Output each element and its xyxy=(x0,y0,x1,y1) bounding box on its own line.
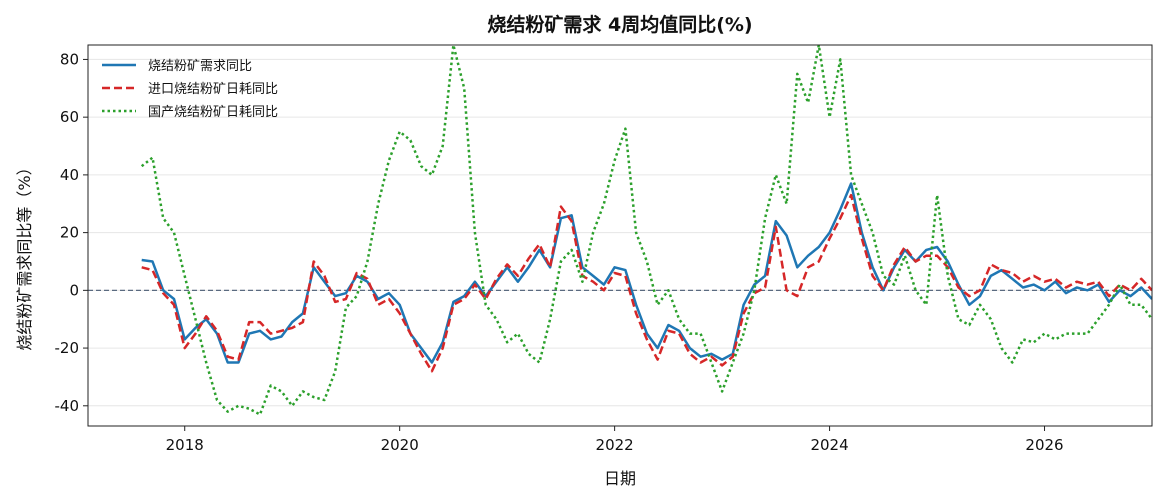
y-tick-label: 60 xyxy=(60,108,79,126)
series-group xyxy=(140,45,1152,416)
x-tick-label: 2024 xyxy=(810,436,848,454)
y-tick-label: 80 xyxy=(60,50,79,68)
plot-layer xyxy=(140,45,1152,416)
series-line-2 xyxy=(140,45,1152,416)
x-tick-label: 2022 xyxy=(596,436,634,454)
axis-layer: -40 -20 0 20 40 60 80 2018 2020 2022 2024 2026 xyxy=(55,44,1153,454)
series-line-0 xyxy=(141,182,1152,364)
legend-label-2: 国产烧结粉矿日耗同比 xyxy=(148,105,278,120)
x-axis-title: 日期 xyxy=(604,469,636,488)
y-tick-label: -20 xyxy=(55,339,80,357)
y-tick-label: 0 xyxy=(69,281,79,299)
y-tick-label: -40 xyxy=(55,397,80,415)
plot-frame xyxy=(87,44,1153,427)
grid-layer xyxy=(88,58,1152,407)
y-axis-title: 烧结粉矿需求同比等（%） xyxy=(15,159,34,350)
legend-label-0: 烧结粉矿需求同比 xyxy=(148,59,252,74)
chart-title: 烧结粉矿需求 4周均值同比(%) xyxy=(487,13,752,36)
y-tick-label: 20 xyxy=(60,224,79,242)
x-tick-label: 2026 xyxy=(1025,436,1063,454)
x-tick-label: 2018 xyxy=(166,436,204,454)
series-line-1 xyxy=(141,193,1152,373)
x-tick-label: 2020 xyxy=(381,436,419,454)
legend-label-1: 进口烧结粉矿日耗同比 xyxy=(148,82,278,97)
y-tick-label: 40 xyxy=(60,166,79,184)
